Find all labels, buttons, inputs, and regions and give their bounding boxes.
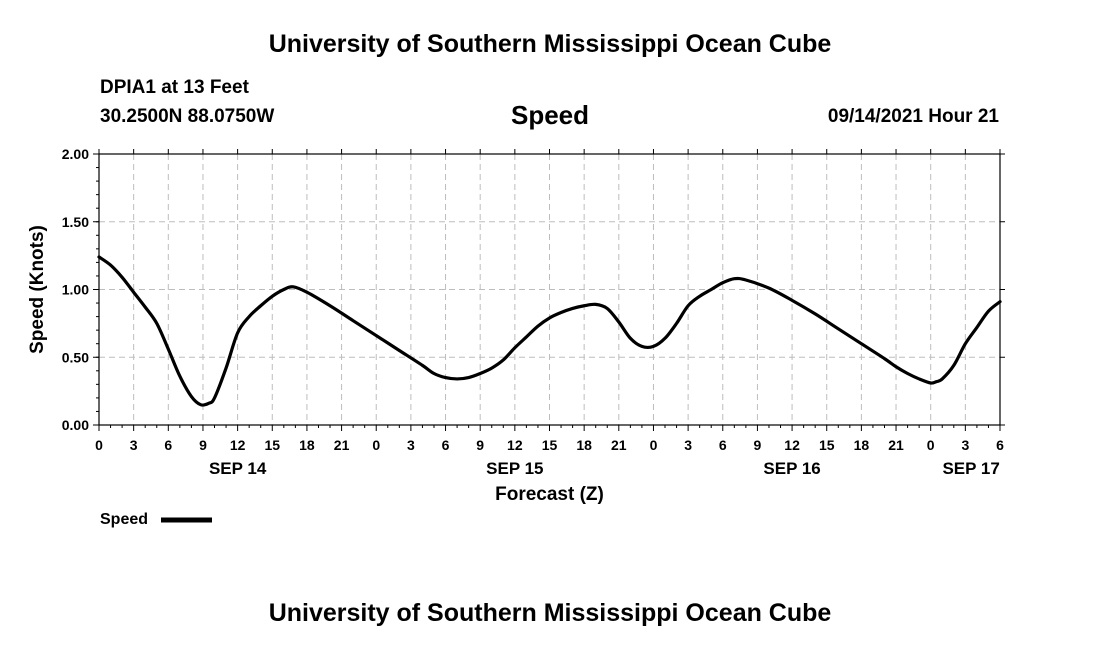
x-tick-label: 0 <box>95 437 103 453</box>
y-tick-label: 1.50 <box>62 214 89 230</box>
x-tick-label: 6 <box>719 437 727 453</box>
x-tick-label: 0 <box>372 437 380 453</box>
x-tick-label: 18 <box>854 437 870 453</box>
x-tick-label: 9 <box>476 437 484 453</box>
y-tick-label: 0.00 <box>62 417 89 433</box>
date-label: SEP 16 <box>763 459 820 478</box>
page-title: University of Southern Mississippi Ocean… <box>268 30 832 58</box>
date-label: SEP 17 <box>942 459 999 478</box>
forecast-datetime: 09/14/2021 Hour 21 <box>827 106 999 127</box>
x-tick-label: 12 <box>784 437 800 453</box>
x-tick-label: 3 <box>684 437 692 453</box>
series-layer <box>97 255 1002 407</box>
y-tick-label: 0.50 <box>62 349 89 365</box>
y-tick-label: 2.00 <box>62 146 89 162</box>
x-tick-label: 9 <box>199 437 207 453</box>
coordinates-label: 30.2500N 88.0750W <box>100 106 275 127</box>
y-axis-title: Speed (Knots) <box>27 225 48 354</box>
legend: Speed <box>100 511 212 528</box>
x-tick-label: 21 <box>334 437 350 453</box>
y-tick-label: 1.00 <box>62 282 89 298</box>
chart-title: Speed <box>510 100 590 130</box>
x-tick-label: 3 <box>130 437 138 453</box>
x-tick-label: 0 <box>927 437 935 453</box>
axis-labels: 0.00 0.50 1.00 1.50 2.00 0 3 6 9 12 15 18 21 0 3 6 9 12 15… <box>27 146 1004 505</box>
x-tick-label: 15 <box>264 437 280 453</box>
x-tick-label: 0 <box>650 437 658 453</box>
station-label: DPIA1 at 13 Feet <box>100 77 249 98</box>
footer-title: University of Southern Mississippi Ocean… <box>268 599 832 627</box>
x-tick-label: 15 <box>819 437 835 453</box>
x-tick-label: 12 <box>230 437 246 453</box>
x-axis-title: Forecast (Z) <box>495 484 604 505</box>
x-tick-label: 6 <box>164 437 172 453</box>
date-label: SEP 15 <box>486 459 543 478</box>
x-tick-label: 18 <box>299 437 315 453</box>
x-tick-label: 21 <box>888 437 904 453</box>
series-line-speed <box>97 255 1002 407</box>
x-tick-label: 6 <box>996 437 1004 453</box>
x-tick-label: 18 <box>576 437 592 453</box>
x-tick-label: 3 <box>407 437 415 453</box>
x-tick-label: 12 <box>507 437 523 453</box>
axes <box>93 149 1005 431</box>
x-tick-label: 9 <box>754 437 762 453</box>
x-tick-label: 15 <box>542 437 558 453</box>
legend-label: Speed <box>100 511 148 528</box>
date-label: SEP 14 <box>209 459 267 478</box>
x-tick-label: 6 <box>442 437 450 453</box>
grid <box>99 154 1000 425</box>
x-tick-label: 3 <box>961 437 969 453</box>
x-tick-label: 21 <box>611 437 627 453</box>
